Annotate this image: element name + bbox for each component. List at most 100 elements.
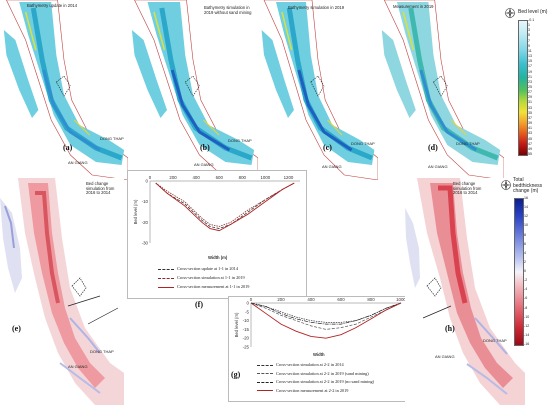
thickness-colorbar [514,198,524,346]
bed-level-tick: 5 [528,33,530,38]
place-dong-thap: DONG THAP [100,136,124,141]
panel-h-dong-thap: DONG THAP [483,338,507,343]
bed-level-tick: 25 [528,85,532,89]
bed-level-tick: 15 [528,59,532,64]
y-axis-label: Bed level (m) [234,312,239,337]
panel-h-map [405,178,525,405]
legend-text: Cross-section simulation at 1-1 in 2019 [177,275,245,280]
thickness-tick: -12 [524,323,530,328]
bathymetry-panel-a [0,0,128,180]
graph-g: 0 200 400 600 800 1000 0 -5 -10 -15 -20 -25 Bed leve… [228,296,408,402]
bathymetry-label-d: (d) [428,143,438,152]
y-tick-label: 0 [146,179,149,184]
panel-h-label: (h) [445,324,455,333]
place-an-giang: AN GIANG [68,160,88,165]
thickness-tick: -6 [524,296,528,301]
thickness-tick: 16 [524,196,528,200]
bed-level-colorbar [518,20,528,156]
thickness-legend: Total bedthickness change (m) 16 14 12 10 8 6… [500,177,550,353]
legend-entry: Cross-section update at 1-1 in 2014 [158,266,238,271]
thickness-tick: 12 [524,214,528,219]
thickness-tick: 14 [524,205,528,210]
y-axis-label: Bed level (m) [133,199,138,224]
bed-level-tick: 37 [528,115,532,120]
y-tick-label: -25 [243,345,250,350]
x-tick-label: 800 [239,175,247,180]
series-line-1 [155,182,295,229]
bed-level-tick: 17 [528,64,532,69]
bathymetry-panel-d [378,0,504,180]
compass-icon [504,6,516,19]
thickness-tick: -4 [524,287,528,292]
bed-level-legend: Bed level (m) -0.1 1 3 5 7 9 11 13 15 17 19 21 23 25 2… [504,6,550,156]
graph-f-plot: 0 200 400 600 800 1000 1200 0 -10 -20 -30 Bed level… [133,175,300,246]
bed-level-tick: 39 [528,121,532,126]
bed-level-tick: 9 [528,43,530,48]
bed-level-tick: 49 [528,146,532,151]
x-tick-label: 600 [337,297,345,302]
place-an-giang: AN GIANG [194,162,214,167]
panel-e: Bed change simulation from 2016 to 2014 … [0,178,124,405]
panel-e-label: (e) [12,324,21,333]
graph-f: 0 200 400 600 800 1000 1200 0 -10 -20 -30 Bed level… [127,170,307,299]
thickness-tick: -14 [524,332,530,337]
place-dong-thap: DONG THAP [351,141,375,146]
bathymetry-title-d: Measurement in 2019 [393,4,434,9]
thickness-tick: -10 [524,314,530,319]
panel-h-title: Bed change simulation from 2016 to 2014 [453,181,482,196]
panel-e-title: Bed change simulation from 2016 to 2014 [86,181,115,196]
bed-level-tick: 33 [528,105,532,110]
panel-h-an-giang: AN GIANG [435,354,455,359]
bed-level-tick: 29 [528,95,532,100]
bathymetry-label-a: (a) [63,143,73,152]
x-tick-label: 200 [169,175,177,180]
y-tick-label: -5 [245,309,249,314]
thickness-tick: -8 [524,305,528,310]
x-tick-label: 200 [277,297,285,302]
x-tick-label: 1200 [284,175,294,180]
y-tick-label: -20 [243,336,250,341]
x-tick-label: 400 [192,175,200,180]
bed-level-tick: 43 [528,131,532,136]
x-tick-label: 1000 [396,297,406,302]
legend-entry: Cross-section measurement at 1-1 in 2019 [158,284,249,289]
graph-f-label: (f) [195,300,203,309]
legend-swatch [257,390,273,392]
bed-level-tick: 7 [528,38,530,43]
bathymetry-map-c [261,0,378,180]
graph-g-plot: 0 200 400 600 800 1000 0 -5 -10 -15 -20 -25 Bed leve… [234,297,406,350]
bathymetry-title-b: Bathymetry simulation in 2019 without sa… [204,5,252,15]
legend-entry: Cross-section measurement at 2-2 in 2019 [257,388,348,393]
legend-swatch [257,364,273,366]
panel-e-an-giang: AN GIANG [68,364,88,369]
panel-e-dong-thap: DONG THAP [90,349,114,354]
thickness-tick: 0 [524,269,526,273]
y-tick-label: -15 [243,327,250,332]
legend-text: Cross-section measurement at 2-2 in 2019 [276,387,349,393]
graph-g-label: (g) [231,370,241,379]
legend-text: Cross-section measurement at 1-1 in 2019 [177,284,250,289]
y-tick-label: 0 [247,301,250,306]
bathymetry-label-c: (c) [323,143,332,152]
place-dong-thap: DONG THAP [456,141,480,146]
y-tick-label: -10 [142,199,149,204]
bed-level-tick: 55 [528,152,532,156]
thickness-tick: 4 [524,250,526,255]
bed-level-tick: 31 [528,100,532,105]
bed-level-tick: 41 [528,126,532,131]
x-tick-label: 600 [216,175,224,180]
bed-level-tick: 47 [528,141,532,146]
legend-swatch [257,381,273,383]
bed-level-tick: 27 [528,90,532,95]
bed-level-tick: 13 [528,54,532,59]
x-tick-label: 1000 [260,175,270,180]
place-dong-thap: DONG THAP [228,138,252,143]
bed-level-tick: 45 [528,136,532,141]
legend-entry: Cross-section simulation at 1-1 in 2019 [158,275,245,280]
legend-swatch [257,373,273,375]
bed-level-tick: -0.1 [528,18,535,22]
y-tick-label: -10 [243,318,250,323]
panel-h: Bed change simulation from 2016 to 2014 … [405,178,525,405]
legend-entry: Cross-section simulation at 2-2 in 2019 … [257,371,369,376]
thickness-tick: 6 [524,241,526,246]
